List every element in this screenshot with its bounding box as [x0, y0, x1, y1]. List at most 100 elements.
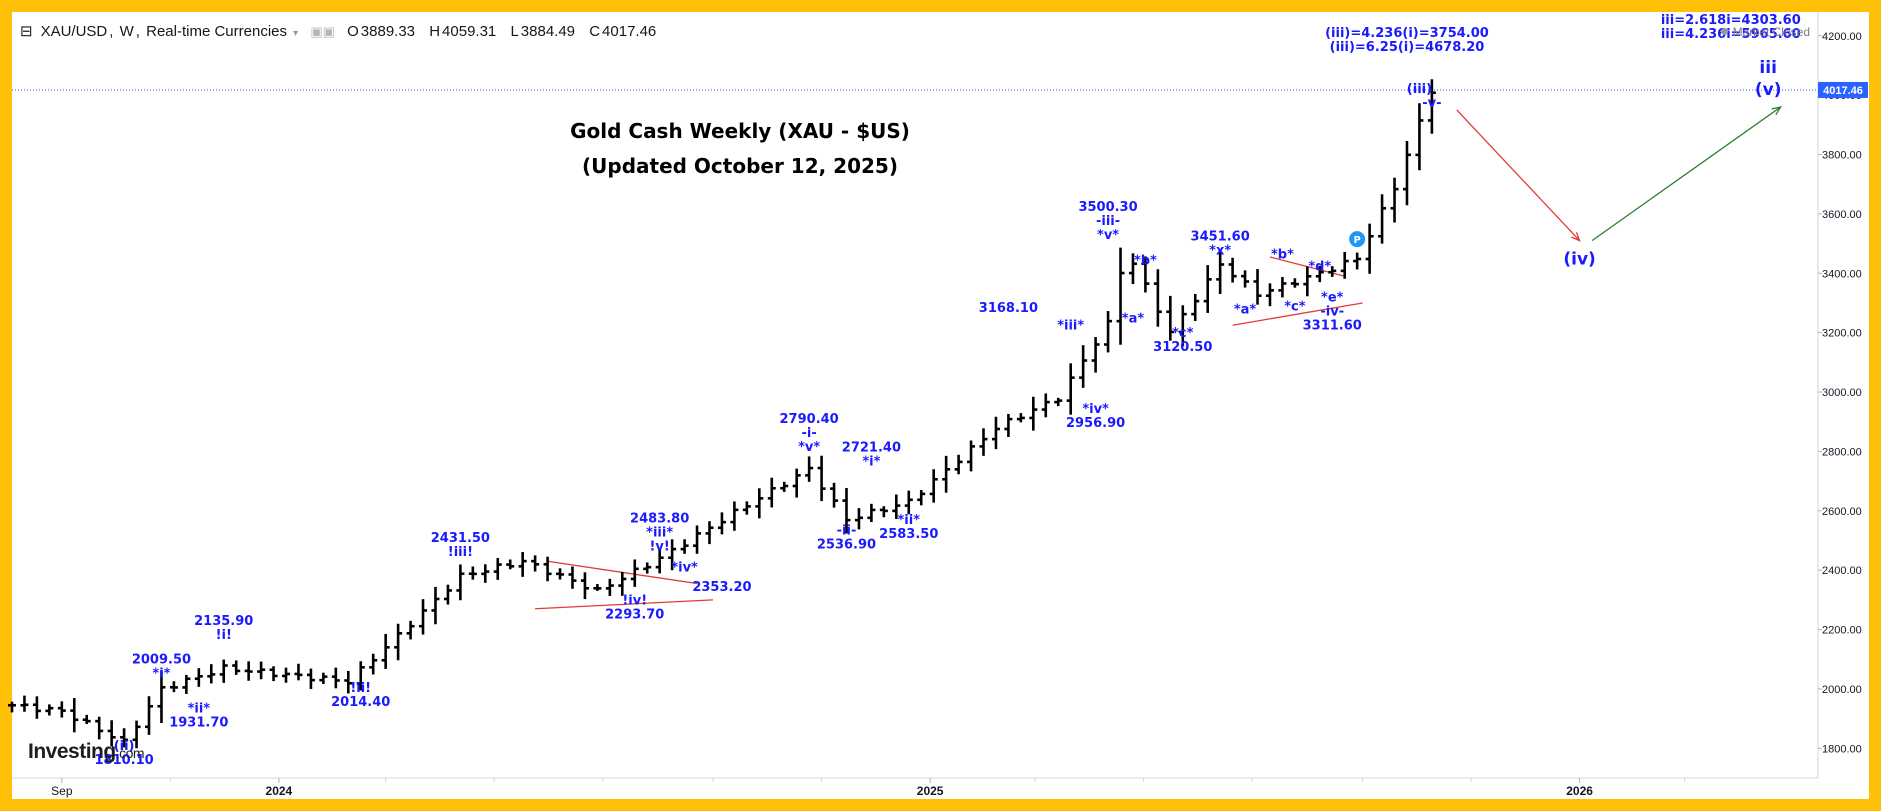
status-dot-icon — [1720, 28, 1728, 35]
ohlc-bar — [219, 659, 228, 683]
ohlc-bar — [506, 559, 515, 570]
wave-label-line: *ii* — [898, 513, 921, 528]
wave-label: 2483.80 *iii* !v! — [630, 512, 689, 555]
low-value: 3884.49 — [520, 23, 576, 40]
ohlc-bar — [668, 539, 677, 571]
wave-label: *e* -iv-3311.60 — [1303, 290, 1362, 333]
wave-label-line: 2721.40 — [842, 440, 901, 455]
ohlc-bar — [431, 586, 440, 625]
ohlc-bar — [1128, 253, 1137, 285]
wave-label-line: *ii* — [188, 702, 211, 717]
ohlc-bar — [1415, 103, 1424, 171]
ohlc-bar — [1091, 337, 1100, 373]
open-label: O — [347, 23, 359, 40]
ohlc-bar — [1079, 345, 1088, 388]
wave-label-line: 2293.70 — [605, 607, 664, 622]
price-tick-label: 1800.00 — [1822, 743, 1862, 755]
price-tick-label: 2800.00 — [1822, 446, 1862, 458]
pivot-badge-label: P — [1353, 235, 1360, 246]
ohlc-bar — [306, 668, 315, 690]
toolbar-icons[interactable]: ▣▣ — [310, 24, 335, 39]
ohlc-bar — [854, 508, 863, 530]
ohlc-bar — [32, 696, 41, 719]
wave-label: *c* — [1284, 299, 1306, 314]
wave-label: 2135.90 !i! — [194, 614, 253, 643]
last-price-line: 4017.46 — [12, 81, 1868, 98]
ohlc-bar — [169, 681, 178, 693]
arrowhead-icon — [1771, 106, 1782, 116]
wave-label-line: !iv! — [622, 593, 647, 608]
last-price-label: 4017.46 — [1823, 85, 1863, 97]
ohlc-bar — [805, 456, 814, 482]
ohlc-bar — [369, 653, 378, 675]
wave-label-line: -ii- — [837, 524, 857, 539]
wave-label: *iii* — [1057, 319, 1084, 334]
wave-label: 2431.50 !iii! — [431, 531, 490, 560]
ohlc-bar — [518, 552, 527, 577]
ohlc-bar — [344, 670, 353, 694]
ohlc-bar — [1141, 256, 1150, 293]
ohlc-bar — [331, 667, 340, 689]
wave-label: -ii-2536.90 — [817, 524, 876, 553]
ohlc-bar — [257, 661, 266, 680]
ohlc-bar — [630, 559, 639, 587]
wave-label-line: 2790.40 — [780, 412, 839, 427]
ohlc-bar — [1390, 177, 1399, 223]
wave-label-line: (iii)=6.25(i)=4678.20 — [1330, 40, 1485, 55]
wave-label-line: *d* — [1308, 259, 1331, 274]
investing-logo: Investing.com — [28, 740, 145, 764]
wave-label: 2721.40 *i* — [842, 440, 901, 469]
interval-label[interactable]: W — [119, 23, 134, 40]
ohlc-bar — [20, 695, 29, 712]
chevron-down-icon[interactable]: ▾ — [293, 28, 299, 39]
ohlc-bar — [967, 440, 976, 472]
ohlc-bar — [70, 698, 79, 733]
symbol-name[interactable]: XAU/USD — [40, 23, 108, 40]
ohlc-bar — [394, 623, 403, 661]
wave-label-line: 1931.70 — [169, 716, 228, 731]
ohlc-bar — [942, 455, 951, 493]
time-tick-label: 2024 — [266, 784, 293, 798]
wave-label-line: *e* — [1321, 290, 1344, 305]
wave-label: *a* — [1234, 302, 1257, 317]
wave-label-line: *iii* — [1057, 319, 1084, 334]
time-axis[interactable]: Sep 2024 2025 2026 — [51, 778, 1593, 798]
data-source: Real-time Currencies — [146, 23, 287, 40]
ohlc-bar — [182, 674, 191, 694]
market-status-text: Market Closed — [1732, 25, 1810, 39]
wave-label: *iv* — [671, 561, 698, 576]
ohlc-bar — [194, 668, 203, 687]
wave-label: (iii) — [1407, 82, 1432, 97]
wave-label: *d* — [1308, 259, 1331, 274]
ohlc-bar — [1004, 413, 1013, 437]
ohlc-bar — [1016, 413, 1025, 423]
wave-label-line: *a* — [1122, 311, 1145, 326]
wave-label-line: 2483.80 — [630, 512, 689, 527]
wave-label: !ii! 2014.40 — [331, 681, 390, 710]
wave-label: 2353.20 — [692, 580, 751, 595]
ohlc-bar — [1054, 397, 1063, 407]
ohlc-bar — [120, 728, 129, 748]
ohlc-bar — [892, 494, 901, 519]
wave-label-line: 2536.90 — [817, 538, 876, 553]
wave-label-line: *i* — [152, 667, 170, 682]
price-tick-label: 2200.00 — [1822, 625, 1862, 637]
wave-label: 2790.40 -i-*v* — [780, 412, 839, 455]
price-axis[interactable]: 4200.004000.003800.003600.003400.003200.… — [1818, 31, 1862, 756]
ohlc-bar — [282, 667, 291, 683]
wave-label-line: (v) — [1755, 80, 1782, 100]
wave-label: *b* — [1271, 247, 1294, 262]
ohlc-bar — [1427, 79, 1436, 134]
ohlc-bar — [1153, 269, 1162, 327]
ohlc-bar — [1265, 283, 1274, 307]
ohlc-bar — [1116, 247, 1125, 345]
ohlc-bar — [244, 661, 253, 681]
wave-label: (iii)=4.236(i)=3754.00 (iii)=6.25(i)=4678… — [1325, 26, 1489, 55]
open-value: 3889.33 — [360, 23, 416, 40]
ohlc-bar — [406, 620, 415, 640]
ohlc-bar — [1191, 293, 1200, 322]
collapse-icon[interactable]: ⊟ — [20, 23, 33, 40]
ohlc-bar — [817, 455, 826, 502]
wave-label-line: *iv* — [1082, 402, 1109, 417]
